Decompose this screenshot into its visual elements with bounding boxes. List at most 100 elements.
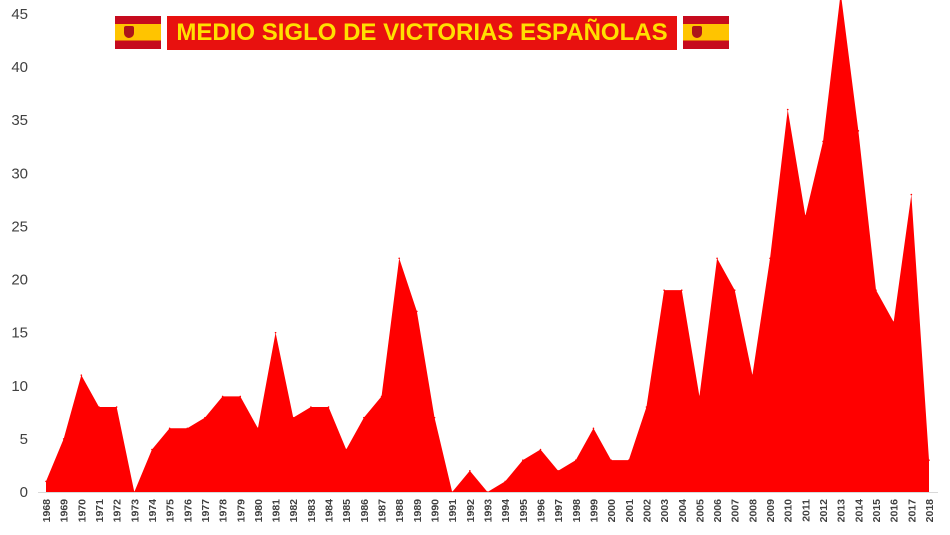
data-point	[204, 416, 206, 419]
data-point	[327, 406, 330, 408]
x-tick-label: 2007	[730, 499, 742, 523]
flag-of-spain-icon	[115, 16, 161, 49]
data-point	[221, 395, 224, 398]
data-point	[380, 395, 383, 398]
data-point	[522, 459, 524, 461]
data-point	[892, 321, 895, 323]
y-tick-label: 10	[11, 378, 28, 395]
x-tick-label: 2018	[924, 499, 936, 523]
x-tick-label: 1989	[412, 499, 424, 523]
x-tick-label: 1987	[377, 499, 389, 523]
data-point	[733, 289, 736, 291]
x-tick-label: 2004	[677, 499, 689, 523]
data-point	[469, 469, 471, 472]
x-tick-label: 1999	[588, 499, 600, 523]
data-point	[698, 395, 701, 398]
y-axis: 0 5 10 15 20 25 30 35 40 45	[11, 6, 28, 501]
x-tick-label: 2003	[659, 499, 671, 523]
x-tick-label: 1990	[430, 499, 442, 523]
data-point	[610, 459, 612, 461]
y-tick-label: 15	[11, 325, 28, 342]
x-tick-label: 1974	[147, 499, 159, 523]
plot-area	[45, 0, 930, 493]
x-tick-label: 1986	[359, 499, 371, 523]
x-tick-label: 1970	[76, 499, 88, 523]
x-tick-label: 1995	[518, 499, 530, 523]
data-point	[98, 406, 100, 408]
x-tick-label: 2001	[624, 499, 636, 523]
x-tick-label: 2006	[712, 499, 724, 523]
y-tick-label: 30	[11, 165, 28, 182]
x-tick-label: 1981	[271, 499, 283, 523]
x-tick-label: 1982	[288, 499, 300, 523]
data-point	[416, 310, 418, 313]
data-point	[186, 427, 189, 430]
data-point	[645, 406, 648, 408]
x-tick-label: 1996	[535, 499, 547, 523]
data-point	[398, 257, 401, 260]
x-tick-label: 1977	[200, 499, 212, 523]
x-tick-label: 2005	[694, 499, 706, 523]
data-point	[292, 416, 295, 419]
data-point	[539, 448, 542, 451]
data-point	[363, 416, 365, 419]
data-point	[168, 427, 171, 430]
data-point	[822, 140, 824, 143]
data-point	[62, 438, 65, 440]
data-point	[504, 480, 506, 483]
data-point	[875, 289, 877, 291]
y-tick-label: 35	[11, 112, 28, 129]
x-tick-label: 2017	[906, 499, 918, 523]
data-point	[857, 130, 860, 132]
data-point	[115, 406, 118, 408]
data-point	[804, 215, 807, 217]
data-point	[151, 448, 153, 451]
data-point	[786, 108, 789, 111]
x-tick-label: 2016	[889, 499, 901, 523]
x-tick-label: 1971	[94, 499, 106, 523]
area-series	[46, 0, 929, 492]
data-point	[928, 459, 930, 461]
data-point	[274, 331, 277, 334]
y-tick-label: 20	[11, 272, 28, 289]
data-point	[80, 374, 83, 376]
x-tick-label: 2015	[871, 499, 883, 523]
data-point	[592, 427, 595, 430]
x-tick-label: 1993	[483, 499, 495, 523]
x-tick-label: 1972	[112, 499, 124, 523]
data-point	[910, 193, 913, 196]
x-tick-label: 1979	[235, 499, 247, 523]
x-tick-label: 2010	[783, 499, 795, 523]
data-point	[769, 257, 771, 260]
data-point	[310, 406, 312, 408]
x-tick-label: 1992	[465, 499, 477, 523]
y-tick-label: 45	[11, 6, 28, 23]
data-point	[239, 395, 242, 398]
y-tick-label: 40	[11, 59, 28, 76]
y-tick-label: 25	[11, 218, 28, 235]
x-tick-label: 2014	[853, 499, 865, 523]
x-tick-label: 2013	[836, 499, 848, 523]
flag-of-spain-icon	[683, 16, 729, 49]
data-point	[557, 469, 559, 472]
x-tick-label: 1998	[571, 499, 583, 523]
x-tick-label: 2000	[606, 499, 618, 523]
data-point	[627, 459, 630, 461]
x-tick-label: 1968	[41, 499, 53, 523]
data-point	[716, 257, 718, 260]
x-tick-label: 1984	[324, 499, 336, 523]
x-tick-label: 1994	[500, 499, 512, 523]
data-point	[45, 480, 47, 483]
chart-title: MEDIO SIGLO DE VICTORIAS ESPAÑOLAS	[167, 16, 677, 50]
x-tick-label: 1976	[182, 499, 194, 523]
x-tick-label: 1975	[165, 499, 177, 523]
x-tick-label: 2002	[641, 499, 653, 523]
x-tick-label: 2008	[747, 499, 759, 523]
y-tick-label: 5	[20, 431, 28, 448]
data-point	[433, 416, 436, 419]
data-point	[751, 374, 754, 376]
x-tick-label: 2011	[800, 499, 812, 522]
data-point	[663, 289, 665, 291]
x-tick-label: 1983	[306, 499, 318, 523]
